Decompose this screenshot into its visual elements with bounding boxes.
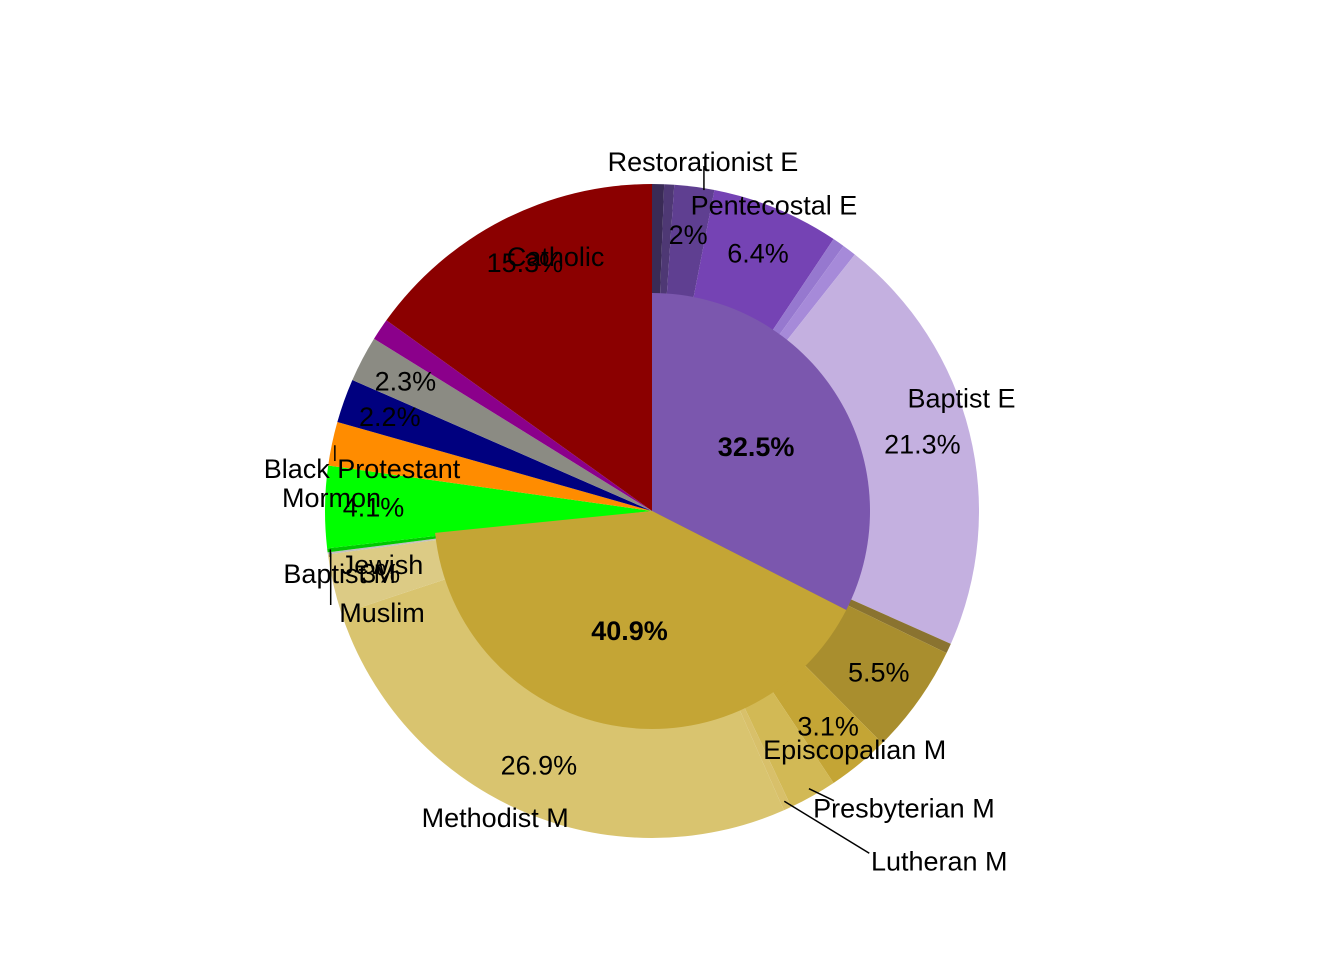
category-label-restorationist-e-0: Restorationist E (608, 147, 799, 177)
outer-slice-unlabeled-18 (337, 380, 652, 511)
category-label-mormon-16: Mormon (282, 483, 381, 513)
category-label-methodist-m-12: Methodist M (422, 803, 569, 833)
outer-pct-label-mormon-16: 4.1% (343, 493, 405, 523)
outer-pct-label-methodist-m-12: 26.9% (501, 750, 578, 780)
outer-pct-label-baptist-e-6: 21.3% (884, 429, 961, 459)
outer-pct-label-catholic-21: 15.3% (487, 248, 564, 278)
category-label-black-protestant-17: Black Protestant (264, 454, 461, 484)
category-label-presbyterian-m-10: Presbyterian M (813, 794, 995, 824)
outer-pct-label-baptist-m-13: 3% (361, 558, 400, 588)
category-label-catholic-21: Catholic (507, 242, 605, 272)
inner-slice-1 (435, 511, 847, 729)
outer-slice-unlabeled-20 (374, 320, 652, 511)
outer-pct-label-unlabeled-18: 2.2% (359, 402, 421, 432)
outer-pct-label-pentecostal-e-3: 6.4% (727, 238, 789, 268)
outer-slice-unlabeled-19 (352, 338, 652, 511)
category-label-jewish-15: Jewish (341, 550, 424, 580)
inner-slice-0 (652, 293, 870, 610)
outer-pct-label-episcopalian-m-9: 3.1% (797, 712, 859, 742)
category-label-episcopalian-m-9: Episcopalian M (763, 735, 946, 765)
outer-pct-label-unlabeled-8: 5.5% (848, 658, 910, 688)
leader-line-presbyterian-m-10 (808, 788, 835, 802)
outer-pct-label-unlabeled-19: 2.3% (375, 367, 437, 397)
outer-slice-mormon-16 (324, 465, 652, 549)
inner-pct-label-1: 40.9% (591, 616, 668, 646)
outer-pct-label-unlabeled-2: 2% (669, 220, 708, 250)
category-label-baptist-e-6: Baptist E (907, 384, 1015, 414)
outer-slice-catholic-21 (386, 184, 652, 511)
category-label-lutheran-m-11: Lutheran M (871, 846, 1008, 876)
leader-lines (329, 166, 870, 854)
category-label-pentecostal-e-3: Pentecostal E (691, 191, 858, 221)
outer-slice-black-protestant-17 (328, 421, 652, 511)
category-label-muslim-14: Muslim (339, 598, 425, 628)
slice-labels: 32.5% 40.9% 2% 6.4% 21.3% 5.5% 3.1% 26.9% 3% 4.1%… (264, 147, 1016, 876)
inner-ring (435, 293, 870, 729)
leader-line-lutheran-m-11 (783, 800, 870, 854)
category-label-baptist-m-13: Baptist M (283, 559, 396, 589)
inner-pct-label-0: 32.5% (718, 432, 795, 462)
